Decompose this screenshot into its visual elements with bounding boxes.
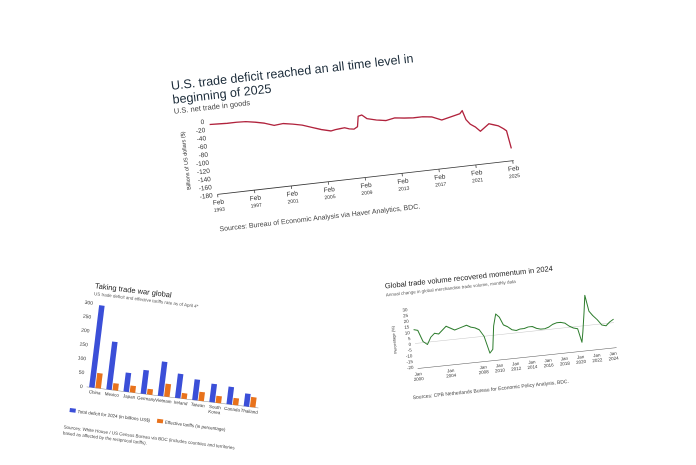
x-tick-year: 2013: [398, 186, 410, 193]
chart-card-global-trade-volume: Global trade volume recovered momentum i…: [380, 253, 634, 422]
y-tick-label: 25: [403, 313, 409, 319]
chart-canvas: 0-20-40-60-80-100-120-140-160-180 Billion…: [160, 19, 537, 234]
x-tick-year: 2010: [495, 367, 506, 373]
x-tick-label: Korea: [208, 409, 221, 415]
y-tick-label: 30: [402, 307, 408, 313]
x-tick-year: 2021: [472, 177, 484, 184]
bar-tariff: [216, 396, 222, 404]
x-tick-year: 2004: [446, 373, 457, 379]
bar-deficit: [106, 341, 117, 389]
x-tick-year: 2001: [287, 198, 299, 205]
bar-deficit: [123, 372, 131, 392]
y-tick-label: -100: [196, 160, 210, 168]
x-tick-label: Thailand: [240, 408, 258, 415]
bar-tariff: [147, 389, 153, 395]
x-tick-year: 2000: [414, 376, 425, 382]
bar-tariff: [181, 393, 187, 399]
bar-tariff: [130, 385, 136, 392]
y-tick-label: 15: [404, 324, 410, 330]
bar-tariff: [113, 383, 119, 391]
y-axis-label: Percentage (%): [390, 325, 398, 354]
x-tick-month: Feb: [286, 190, 298, 198]
bar-tariff: [233, 398, 239, 406]
x-tick-year: 2018: [560, 361, 571, 367]
series-line: [210, 91, 512, 182]
y-tick-label: 5: [408, 336, 412, 341]
y-tick-label: 200: [81, 328, 90, 335]
y-tick-label: -80: [198, 152, 209, 160]
y-tick-label: 10: [405, 330, 411, 336]
y-tick-label: 100: [77, 355, 86, 362]
x-tick-month: Feb: [397, 178, 409, 186]
x-tick-year: 2017: [435, 181, 447, 188]
x-tick-year: 1997: [250, 202, 262, 209]
x-tick-month: Feb: [249, 194, 261, 202]
x-tick-month: Feb: [508, 165, 520, 173]
bar-deficit: [209, 384, 217, 403]
x-tick-label: Germany: [137, 395, 157, 402]
bar-tariff: [164, 384, 171, 397]
y-tick-label: 0: [79, 384, 83, 390]
y-tick-label: -20: [196, 127, 207, 135]
legend-swatch: [157, 419, 163, 424]
x-tick-year: 2012: [511, 366, 522, 372]
x-tick-year: 2020: [576, 359, 587, 365]
y-axis-label: Billions of US dollars ($): [180, 131, 193, 190]
x-tick-year: 2016: [543, 362, 554, 368]
chart-card-trade-war-global: Taking trade war global US trade deficit…: [58, 277, 277, 465]
x-tick-year: 2022: [592, 357, 603, 363]
x-tick-year: 2025: [509, 173, 521, 180]
x-tick-label: Vietnam: [155, 397, 172, 404]
x-tick-label: Taiwan: [190, 402, 205, 409]
y-tick-label: 0: [200, 119, 205, 126]
y-tick-label: 150: [79, 342, 88, 349]
y-tick-label: 0: [408, 342, 412, 347]
y-tick-label: -60: [197, 143, 208, 151]
x-tick-label: Ireland: [173, 400, 188, 407]
x-tick-month: Feb: [434, 173, 446, 181]
x-tick-label: Japan: [123, 393, 136, 400]
y-tick-label: -40: [196, 135, 207, 143]
x-tick-label: China: [89, 389, 102, 395]
bar-tariff: [198, 392, 205, 402]
bar-tariff: [250, 397, 257, 408]
bar-deficit: [226, 387, 234, 405]
chart-card-us-trade-deficit: U.S. trade deficit reached an all time l…: [160, 19, 537, 234]
y-tick-label: -120: [197, 168, 211, 176]
y-tick-label: 300: [84, 300, 93, 307]
bar-deficit: [244, 393, 251, 406]
y-tick-label: 50: [78, 370, 84, 377]
x-tick-month: Feb: [360, 182, 372, 190]
x-tick-month: Feb: [213, 199, 225, 207]
y-tick-label: 20: [403, 319, 409, 325]
x-tick-month: Feb: [323, 186, 335, 194]
x-tick-year: 2024: [608, 355, 619, 361]
x-tick-year: 2009: [361, 190, 373, 197]
y-tick-label: -5: [407, 347, 412, 352]
x-tick-month: Feb: [471, 169, 483, 177]
y-tick-label: -20: [407, 365, 414, 371]
y-tick-label: -140: [198, 176, 212, 184]
x-tick-year: 1993: [214, 207, 226, 214]
x-tick-label: Mexico: [104, 391, 119, 398]
x-tick-year: 2014: [527, 364, 538, 370]
y-tick-label: -160: [198, 184, 212, 192]
bar-tariff: [95, 373, 102, 389]
y-tick-label: -180: [199, 192, 213, 200]
y-tick-label: 250: [82, 314, 91, 321]
zero-line: [415, 323, 614, 344]
x-tick-label: Canada: [224, 406, 241, 413]
series-line: [412, 293, 616, 361]
legend-swatch: [69, 408, 75, 413]
x-tick-year: 2005: [324, 194, 336, 201]
x-tick-year: 2008: [478, 369, 489, 375]
